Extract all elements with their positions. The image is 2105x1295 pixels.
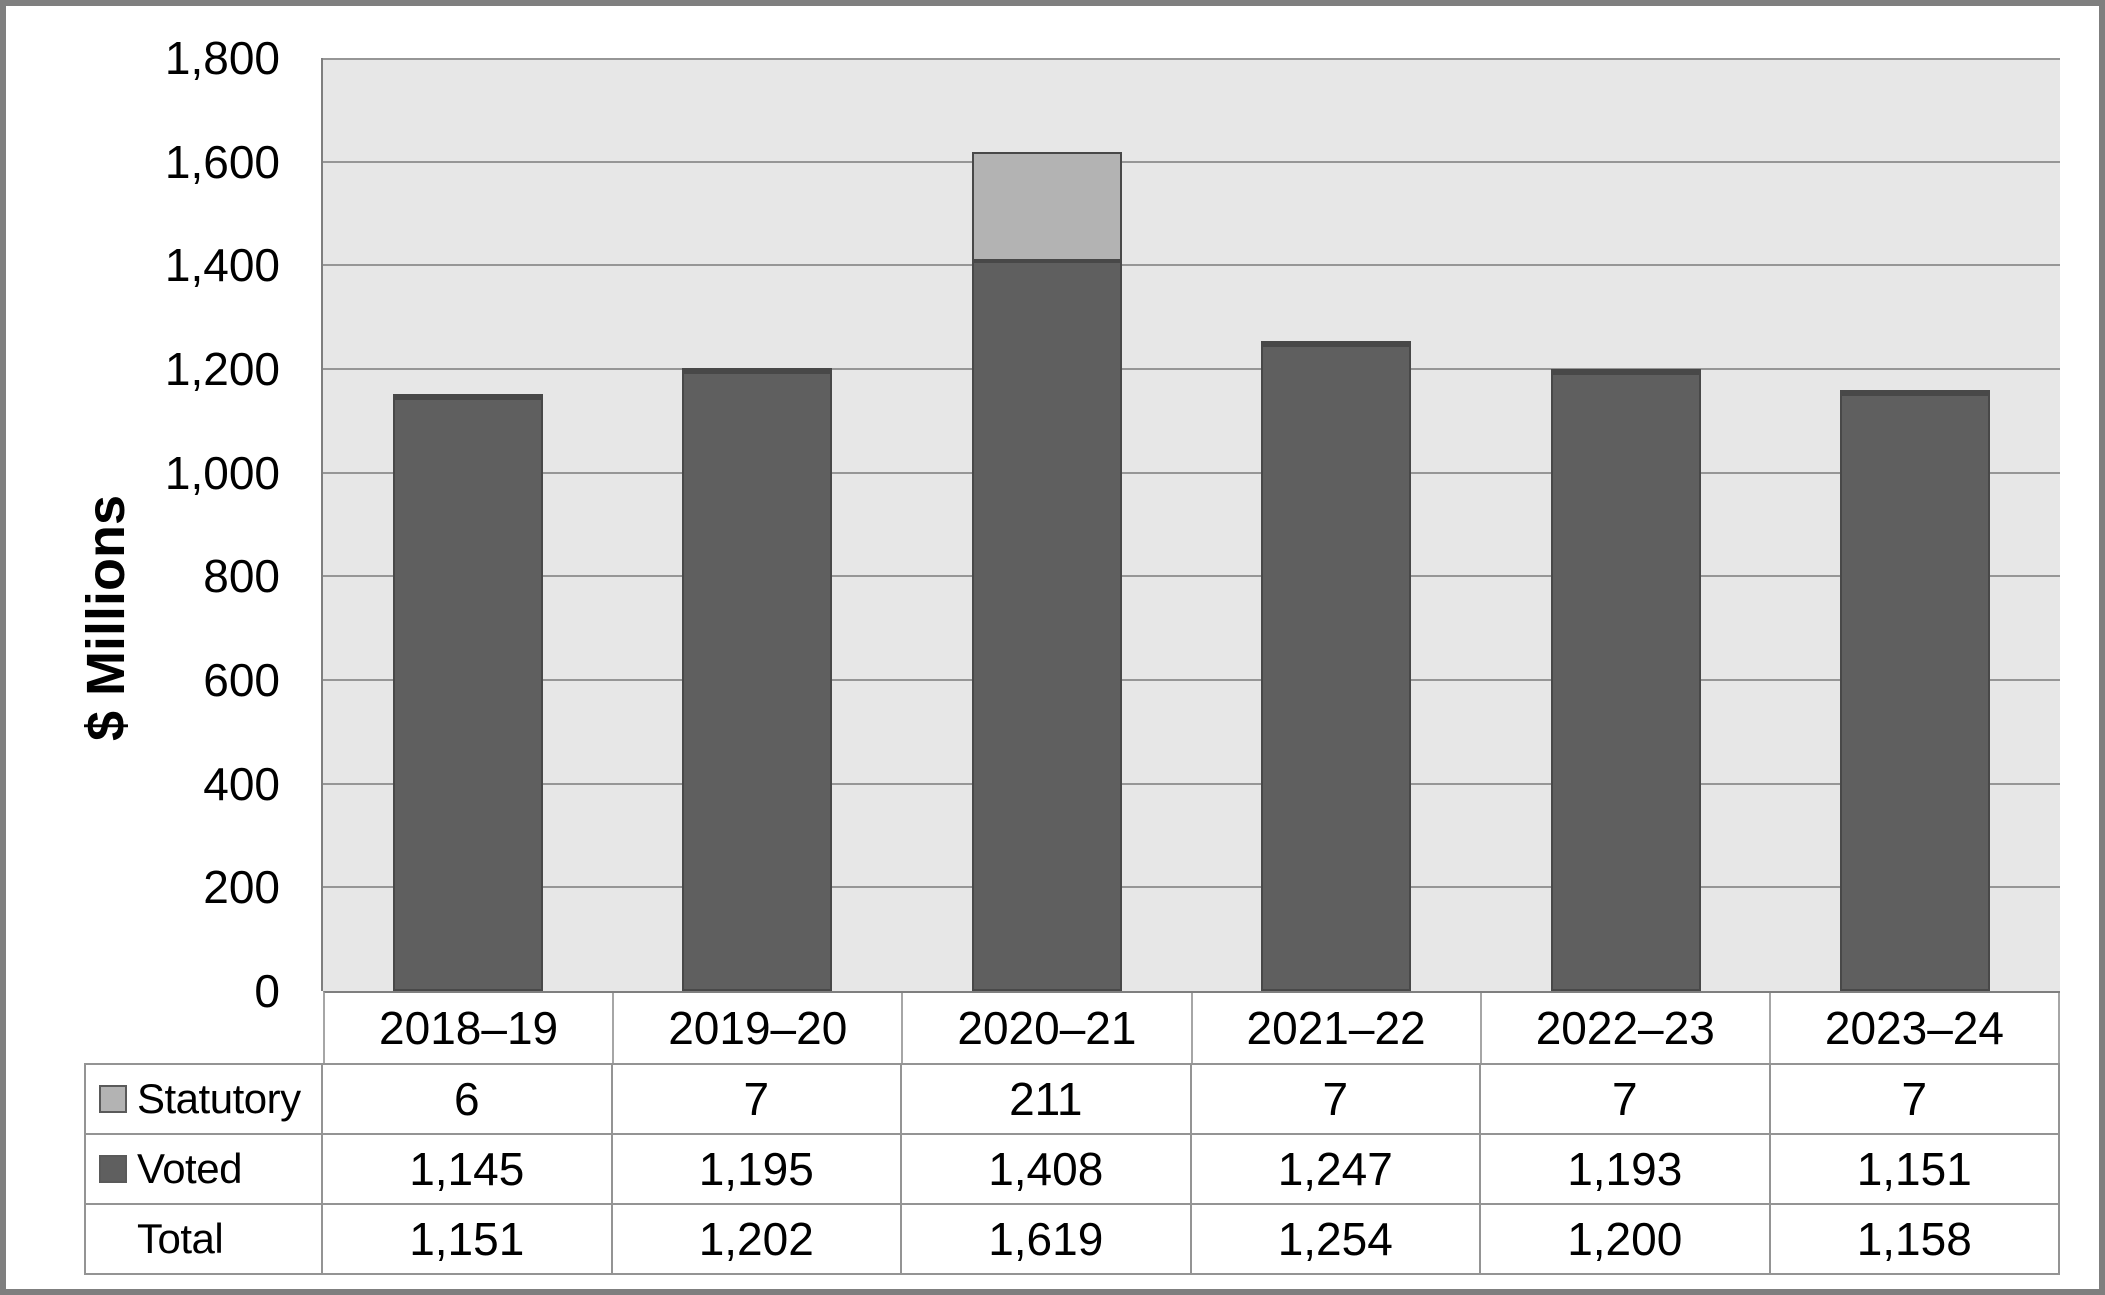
value-cell: 1,247 [1191,1135,1481,1205]
value-cell: 1,202 [612,1205,902,1275]
row-label-text: Total [137,1215,224,1262]
y-tick-label: 1,000 [164,446,280,499]
bar-segment-statutory [1840,390,1991,395]
value-cell: 7 [1191,1065,1481,1135]
gridline [323,679,2060,681]
gridline [323,886,2060,889]
y-tick-label: 400 [203,757,280,810]
category-axis-row: 2018–19 2019–20 2020–21 2021–22 2022–23 2023–… [323,991,2061,1063]
gridline [323,575,2060,578]
value-cell: 1,195 [612,1135,902,1205]
y-tick-label: 1,400 [164,239,280,292]
bar-segment-statutory [971,151,1122,262]
bar-segment-voted [971,261,1122,991]
y-tick-label: 800 [203,550,280,603]
bar-segment-statutory [682,367,833,372]
bar-segment-voted [1840,394,1991,991]
gridline [323,368,2060,370]
bar-segment-statutory [392,393,543,398]
category-label: 2018–19 [325,993,615,1063]
value-cell: 7 [1481,1065,1771,1135]
bar-segment-statutory [1261,340,1412,345]
gridline [323,264,2060,267]
value-cell: 1,200 [1481,1205,1771,1275]
value-cell: 1,408 [902,1135,1192,1205]
category-label: 2019–20 [614,993,904,1063]
value-cell: 1,151 [1770,1135,2060,1205]
gridline [323,160,2060,163]
legend-swatch-statutory-icon [99,1085,127,1113]
bar-segment-voted [1261,344,1412,991]
value-cell: 1,254 [1191,1205,1481,1275]
value-cell: 1,619 [902,1205,1192,1275]
value-cell: 1,151 [323,1205,613,1275]
bar-segment-voted [682,371,833,991]
y-tick-label: 1,800 [164,32,280,84]
y-tick-label: 0 [254,965,280,1017]
row-label-total: Total [86,1205,323,1275]
value-cell: 1,158 [1770,1205,2060,1275]
value-cell: 1,193 [1481,1135,1771,1205]
row-label-voted: Voted [86,1135,323,1205]
category-label: 2021–22 [1193,993,1482,1063]
category-label: 2022–23 [1482,993,1771,1063]
data-table: Statutory 6 7 211 7 7 7 Voted 1,145 1,195 1,408 1,2… [84,1063,2060,1275]
row-label-statutory: Statutory [86,1065,323,1135]
y-tick-label: 1,600 [164,135,280,188]
row-label-text: Voted [137,1145,242,1192]
value-cell: 7 [1770,1065,2060,1135]
row-label-text: Statutory [137,1075,301,1122]
value-cell: 211 [902,1065,1192,1135]
y-tick-label: 600 [203,654,280,706]
gridline [323,782,2060,785]
gridline [323,58,2060,60]
bar-segment-statutory [1550,368,1701,373]
bar-segment-voted [1550,372,1701,991]
category-label: 2023–24 [1771,993,2061,1063]
value-cell: 6 [323,1065,613,1135]
value-cell: 1,145 [323,1135,613,1205]
y-tick-label: 200 [203,861,280,914]
legend-swatch-voted-icon [99,1155,127,1183]
gridline [323,471,2060,474]
value-cell: 7 [612,1065,902,1135]
plot-area [323,58,2060,991]
y-tick-label: 1,200 [164,343,280,395]
bar-segment-voted [392,397,543,991]
y-axis-line [321,58,323,991]
category-label: 2020–21 [903,993,1193,1063]
